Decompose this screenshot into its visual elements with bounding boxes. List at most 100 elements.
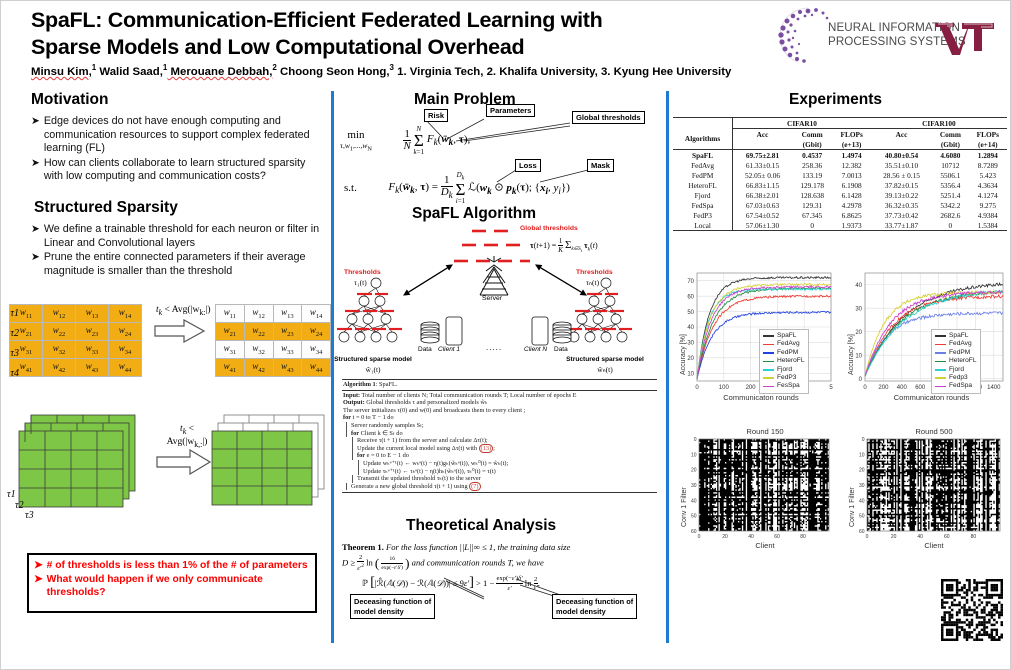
conv-prune-condition: tk < Avg(|wk,:|) — [159, 424, 215, 450]
cell-cifar10-comm: 67.345 — [802, 210, 823, 220]
cell-cifar100-acc: 28.56 ± 0.15 — [883, 170, 920, 180]
author-4: Choong Seon Hong, — [276, 65, 390, 78]
conv-filter-figure-dense: τ1 τ2 τ3 — [7, 411, 153, 526]
theorem-line-2: D ≥ 2 ε′2 ln ( 16 exp(−ε′δ′) ) and commu… — [342, 554, 544, 573]
svg-text:10: 10 — [691, 452, 697, 458]
series-FedPM — [696, 310, 832, 380]
legend-swatch — [763, 369, 774, 371]
cell-cifar10-acc: 66.38±2.01 — [732, 190, 792, 200]
theorem-line-3: ℙ [|ℛ̂(𝔸(𝒟)) − ℛ(𝔸(𝒟))| ≤ 9ε′] > 1 − exp… — [362, 575, 540, 593]
arrow-bullet-icon: ➤ — [31, 115, 40, 127]
col-header-c10-flops: FLOPs — [840, 129, 863, 139]
neurips-line-2: PROCESSING SYSTEMS — [828, 34, 966, 48]
virginia-tech-logo-icon — [936, 23, 994, 55]
author-2: Walid Saad, — [96, 65, 163, 78]
affiliations: 1. Virginia Tech, 2. Khalifa University,… — [393, 65, 732, 78]
results-table-body: SpaFL 69.75±2.81 0.4537 1.4974 40.80±0.54 4.6… — [673, 149, 1007, 231]
qr-code[interactable] — [941, 579, 1003, 641]
section-heading-motivation: Motivation — [31, 91, 109, 108]
algorithm-line: Update wₖᵉ⁺¹(t) ← wₖᵉ(t) − η(t)gₖ(w̃ₖᵉ(t… — [358, 459, 657, 468]
series-SpaFL — [696, 275, 832, 380]
cell-cifar10-comm: 0.4537 — [791, 149, 833, 160]
series-FedAvg — [696, 294, 832, 380]
series-FesSpa — [696, 285, 832, 380]
model-label-right: Structured sparse model — [566, 356, 644, 363]
author-4-affil: 3 — [389, 63, 394, 72]
constraint-equation: s.t. Fk(w̄k, τ) = 1 Dk Dk Σ i=1 ℒ(wk ⊙ p… — [344, 171, 570, 206]
svg-text:40: 40 — [748, 534, 754, 540]
matrix-cell: w13 — [272, 304, 303, 323]
cell-cifar100-flops: 1.2894 — [968, 149, 1007, 160]
algorithm-caption: Algorithm 1: SpaFL. — [342, 380, 657, 390]
svg-text:0: 0 — [694, 437, 697, 443]
cell-cifar100-acc: 33.77±1.87 — [870, 220, 933, 231]
series-FedP3 — [696, 282, 832, 380]
motivation-bullet-1: How can clients collaborate to learn str… — [43, 156, 306, 183]
sparsity-bullet-0: We define a trainable threshold for each… — [43, 223, 320, 249]
cell-cifar10-comm: 0 — [791, 220, 833, 231]
matrix-cell: w32 — [42, 340, 76, 359]
col-header-c100-flops: FLOPs — [976, 129, 999, 139]
results-table: CIFAR10 CIFAR100 Algorithms Acc Comm FLO… — [673, 117, 1007, 231]
theorem-line-1: Theorem 1. For the loss function ||L||∞ … — [342, 541, 660, 553]
neurips-logo-text: NEURAL INFORMATION PROCESSING SYSTEMS — [828, 21, 966, 48]
tau-label: τ2 — [10, 328, 19, 339]
algorithm-line: Update τₖᵉ⁺¹(t) ← τₖᵉ(t) − η(t)hₖ(w̃ₖᵉ(t… — [358, 467, 657, 476]
logo-group: NEURAL INFORMATION PROCESSING SYSTEMS — [778, 7, 998, 65]
thresholds-symbol-right: τₙ(t) — [586, 278, 600, 287]
list-item: ➤ Prune the entire connected parameters … — [31, 251, 321, 278]
cell-cifar10-flops: 6.1908 — [841, 180, 862, 190]
svg-text:20: 20 — [691, 468, 697, 474]
svg-text:30: 30 — [687, 341, 694, 347]
cell-cifar10-acc: 52.05± 0.06 — [732, 170, 792, 180]
matrix-cell: w12 — [243, 304, 274, 323]
list-item: ➤ How can clients collaborate to learn s… — [31, 157, 316, 184]
legend-label: SpaFL — [949, 332, 969, 339]
legend-label: Fjord — [949, 365, 965, 373]
svg-text:0: 0 — [866, 534, 869, 540]
matrix-cell: w43 — [75, 358, 109, 377]
accuracy-chart-cifar10: Accuracy [%] 102030405060700100200300400… — [671, 267, 837, 407]
matrix-cell: w22 — [42, 322, 76, 341]
heatmap2-xlabel: Client — [924, 541, 944, 550]
callout-loss: Loss — [515, 159, 541, 172]
svg-text:20: 20 — [687, 356, 694, 362]
algorithm-line: Input: Total number of clients N; Total … — [343, 391, 577, 399]
matrix-cell: w24 — [108, 322, 142, 341]
section-heading-spafl-algorithm: SpaFL Algorithm — [412, 205, 536, 223]
legend-swatch — [763, 343, 774, 346]
author-1-affil: 1 — [91, 63, 97, 72]
global-thresholds-label: Global thresholds — [520, 225, 578, 232]
algorithm-line: The server initializes τ(0) and w(0) and… — [343, 406, 526, 414]
chart2-xlabel: Communicaton rounds — [893, 393, 970, 402]
conv-prune-arrow-icon — [156, 449, 212, 475]
section-heading-main-problem: Main Problem — [414, 91, 516, 108]
svg-text:0: 0 — [695, 385, 699, 391]
conv-tau-label: τ1 — [7, 489, 16, 500]
table-row: HeteroFL 66.83±1.15 129.178 6.1908 37.82±0.1… — [673, 180, 1007, 190]
filter-mask-heatmap-round500: Round 500 Conv 1 Filter 0 10 20 30 40 50 60 0 20… — [841, 427, 1009, 555]
legend-swatch — [935, 335, 946, 337]
cell-algorithm: FedAvg — [691, 160, 715, 170]
legend-swatch — [935, 360, 946, 363]
cell-cifar100-flops: 8.7289 — [977, 160, 998, 170]
legend-entry: SpaFL — [935, 332, 977, 340]
cell-cifar10-flops: 1.4974 — [832, 149, 871, 160]
cell-cifar10-comm: 128.638 — [800, 190, 825, 200]
svg-text:40: 40 — [691, 498, 697, 504]
theorem-block: Theorem 1. For the loss function ||L||∞ … — [342, 541, 660, 593]
svg-text:50: 50 — [687, 310, 694, 316]
table-row: FedPM 52.05± 0.06 133.19 7.0013 28.56 ± 0.15… — [673, 170, 1007, 180]
legend-label: Fjord — [777, 365, 793, 373]
legend-label: HeteroFL — [949, 357, 977, 365]
algorithm-caption-rest: : SpaFL. — [375, 381, 398, 388]
cell-cifar10-flops: 7.0013 — [841, 170, 862, 180]
table-row: Local 57.06±1.30 0 1.9373 33.77±1.87 0 1.5384 — [673, 220, 1007, 231]
legend-swatch — [763, 360, 774, 363]
svg-text:20: 20 — [855, 330, 862, 336]
conv-tau-label: τ3 — [25, 510, 34, 521]
arrow-bullet-icon: ➤ — [31, 251, 40, 264]
callout-risk: Risk — [424, 109, 449, 122]
algorithm-caption-bold: Algorithm 1 — [343, 381, 376, 388]
